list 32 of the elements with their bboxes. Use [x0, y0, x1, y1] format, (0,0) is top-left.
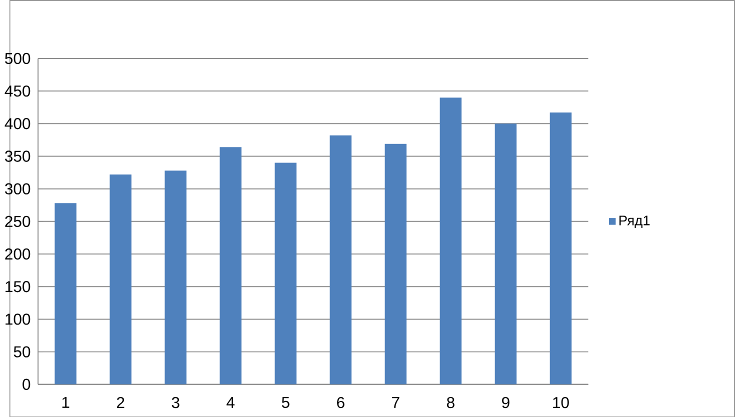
- x-tick-label: 1: [62, 396, 70, 408]
- x-tick-label: 4: [226, 396, 235, 408]
- x-tick-label: 10: [553, 396, 569, 408]
- legend-label: Ряд1: [619, 215, 650, 228]
- bar: [54, 202, 76, 384]
- x-tick-label: 8: [446, 396, 454, 408]
- y-tick-label: 450: [4, 85, 30, 96]
- x-tick-label: 5: [282, 396, 290, 408]
- y-tick-label: 500: [5, 52, 30, 64]
- y-tick-label: 200: [5, 248, 30, 260]
- bar: [164, 170, 186, 384]
- bar: [274, 162, 296, 384]
- bar: [110, 174, 132, 384]
- bar: [330, 135, 352, 384]
- y-tick-label: 250: [5, 216, 30, 227]
- bar: [440, 97, 462, 384]
- y-tick-label: 50: [14, 346, 30, 358]
- x-tick-label: 3: [172, 396, 180, 408]
- bar: [494, 123, 517, 384]
- y-tick-label: 150: [6, 280, 30, 292]
- bar: [550, 112, 572, 384]
- y-tick-label: 100: [6, 313, 30, 325]
- x-tick-label: 7: [392, 396, 400, 408]
- x-tick-label: 6: [337, 396, 344, 408]
- bar: [220, 146, 242, 384]
- y-tick-label: 300: [5, 183, 30, 194]
- y-tick-label: 400: [4, 118, 30, 129]
- x-tick-label: 2: [116, 396, 124, 408]
- x-tick-label: 9: [502, 396, 510, 408]
- bar: [384, 144, 407, 384]
- y-tick-label: 0: [22, 378, 30, 390]
- y-tick-label: 350: [5, 150, 30, 162]
